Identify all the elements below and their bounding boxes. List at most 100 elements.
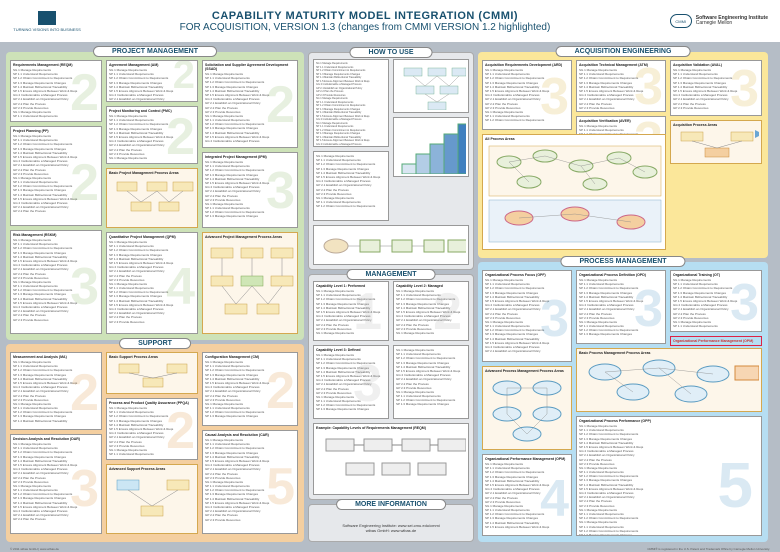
card-pmc: 2 Project Monitoring and Control (PMC) S… xyxy=(106,106,198,164)
card-basic-sup: Basic Support Process Areas xyxy=(106,352,198,394)
filler-lines: SG 1 Manage RequirementsSP 1.1 Understan… xyxy=(13,134,99,214)
card-ssad: 2 Solicitation and Supplier Agreement De… xyxy=(202,60,298,148)
filler-lines: SG 1 Manage RequirementsSP 1.1 Understan… xyxy=(673,68,759,110)
card-title: Basic Support Process Areas xyxy=(109,355,195,359)
poster-header: TURNING VISIONS INTO BUSINESS CAPABILITY… xyxy=(0,0,780,42)
section-title-htu: HOW TO USE xyxy=(350,47,433,58)
card-title: Advanced Process Management Process Area… xyxy=(485,369,569,373)
card-adv-pm: Advanced Project Management Process Area… xyxy=(202,232,298,334)
card-ae-apa: Acquisition Process Areas xyxy=(670,120,762,164)
filler-lines: SG 1 Manage RequirementsSP 1.1 Understan… xyxy=(485,462,569,529)
card-htu-diag1 xyxy=(393,59,469,113)
card-title: Example: Capability Levels of Requiremen… xyxy=(316,426,466,430)
card-title: Organizational Training (OT) xyxy=(673,273,759,277)
card-ppqa: 2 Process and Product Quality Assurance … xyxy=(106,398,198,460)
card-adv-proc: Advanced Process Management Process Area… xyxy=(482,366,572,450)
card-htu-text: SG 1 Manage RequirementsSP 1.1 Understan… xyxy=(313,59,389,147)
card-title: Acquisition Technical Management (ATM) xyxy=(579,63,663,67)
title-block: CAPABILITY MATURITY MODEL INTEGRATION (C… xyxy=(82,10,648,33)
section-more-info: MORE INFORMATION Software Engineering In… xyxy=(308,504,474,542)
card-title: Project Monitoring and Control (PMC) xyxy=(109,109,195,113)
section-management: MANAGEMENT 1 Capability Level 1: Perform… xyxy=(308,274,474,500)
title-main: CAPABILITY MATURITY MODEL INTEGRATION (C… xyxy=(82,10,648,22)
card-title: Advanced Project Management Process Area… xyxy=(205,235,295,239)
logo-sei: CMMI Software Engineering Institute Carn… xyxy=(648,14,768,28)
card-pp: 2 Project Planning (PP) SG 1 Manage Requ… xyxy=(10,126,102,226)
card-title: Organizational Performance Management (O… xyxy=(673,339,759,343)
filler-lines: SG 1 Manage RequirementsSP 1.1 Understan… xyxy=(673,278,759,328)
card-title: Acquisition Verification (AVER) xyxy=(579,119,663,123)
filler-lines: SG 1 Manage RequirementsSP 1.1 Understan… xyxy=(396,348,466,407)
filler-lines: SG 1 Manage RequirementsSP 1.1 Understan… xyxy=(396,289,466,335)
filler-lines: SG 1 Manage RequirementsSP 1.1 Understan… xyxy=(579,424,759,520)
card-title: All Process Areas xyxy=(485,137,663,141)
card-title: Requirements Management (REQM) xyxy=(13,63,99,67)
filler-lines: SG 1 Manage RequirementsSP 1.1 Understan… xyxy=(13,68,99,118)
card-ot: 3 Organizational Training (OT) SG 1 Mana… xyxy=(670,270,762,332)
diagram-htu1 xyxy=(396,62,466,110)
filler-lines: SG 1 Manage RequirementsSP 1.1 Understan… xyxy=(13,442,99,522)
filler-lines: SG 1 Manage RequirementsSP 1.1 Understan… xyxy=(316,154,386,208)
section-title-ae: ACQUISITION ENGINEERING xyxy=(556,46,691,57)
card-aval: 3 Acquisition Validation (AVAL) SG 1 Man… xyxy=(670,60,762,116)
card-title: Agreement Management (AM) xyxy=(109,63,195,67)
card-title: Capability Level 3: Defined xyxy=(316,348,386,352)
cmu-label: Carnegie Mellon xyxy=(696,21,768,27)
card-am: 2 Agreement Management (AM) SG 1 Manage … xyxy=(106,60,198,102)
filler-lines: SG 1 Manage RequirementsSP 1.1 Understan… xyxy=(109,240,195,324)
card-rskm: 3 Risk Management (RSKM) SG 1 Manage Req… xyxy=(10,230,102,334)
card-title: Integrated Project Management (IPM) xyxy=(205,155,295,159)
card-title: Quantitative Project Management (QPM) xyxy=(109,235,195,239)
card-cm: 2 Configuration Management (CM) SG 1 Man… xyxy=(202,352,298,426)
card-opp: 5 Organizational Process Performance (OP… xyxy=(576,416,762,536)
card-cl2: 2 Capability Level 2: Managed SG 1 Manag… xyxy=(393,281,469,341)
section-title-procm: PROCESS MANAGEMENT xyxy=(560,256,685,267)
card-basic-pm: Basic Project Management Process Areas xyxy=(106,168,198,228)
filler-lines: SG 1 Manage RequirementsSP 1.1 Understan… xyxy=(205,438,295,522)
card-qpm: 4 Quantitative Project Management (QPM) … xyxy=(106,232,198,334)
filler-lines: SG 1 Manage RequirementsSP 1.1 Understan… xyxy=(579,278,663,337)
footer-left: © 2011 wibas GmbH | www.wibas.de xyxy=(10,547,59,551)
diagram-basic-pm xyxy=(109,176,195,222)
card-htu-bottom xyxy=(313,225,469,265)
card-ex-reqm: Example: Capability Levels of Requiremen… xyxy=(313,423,469,495)
card-title: Configuration Management (CM) xyxy=(205,355,295,359)
filler-lines: SG 1 Manage RequirementsSP 1.1 Understan… xyxy=(316,289,386,335)
logo-wibas: TURNING VISIONS INTO BUSINESS xyxy=(12,11,82,32)
filler-lines: SG 1 Manage RequirementsSP 1.1 Understan… xyxy=(13,360,99,423)
card-ipm: 3 Integrated Project Management (IPM) SG… xyxy=(202,152,298,228)
title-sub: FOR ACQUISITION, VERSION 1.3 (changes fr… xyxy=(82,22,648,33)
card-title: Basic Process Management Process Areas xyxy=(579,351,759,355)
section-title-mgmt: MANAGEMENT xyxy=(347,269,436,280)
card-title: Acquisition Validation (AVAL) xyxy=(673,63,759,67)
diagram-ex-reqm xyxy=(316,431,466,489)
section-process-management: PROCESS MANAGEMENT 3 Organizational Proc… xyxy=(478,262,768,542)
card-cl3: 3 Capability Level 3: Defined SG 1 Manag… xyxy=(313,345,389,419)
card-title: Basic Project Management Process Areas xyxy=(109,171,195,175)
card-htu-list: SG 1 Manage RequirementsSP 1.1 Understan… xyxy=(313,151,389,221)
card-cl-extra: SG 1 Manage RequirementsSP 1.1 Understan… xyxy=(393,345,469,419)
cmmi-badge: CMMI xyxy=(670,14,692,28)
section-project-management: PROJECT MANAGEMENT 2 Requirements Manage… xyxy=(6,52,304,340)
filler-lines: SG 1 Manage RequirementsSP 1.1 Understan… xyxy=(316,122,386,148)
card-ard: 3 Acquisition Requirements Development (… xyxy=(482,60,572,130)
card-title: Acquisition Requirements Development (AR… xyxy=(485,63,569,67)
filler-lines: SG 1 Manage RequirementsSP 1.1 Understan… xyxy=(485,278,569,353)
filler-lines: SG 1 Manage RequirementsSP 1.1 Understan… xyxy=(109,68,195,102)
card-cl1: 1 Capability Level 1: Performed SG 1 Man… xyxy=(313,281,389,341)
card-title: Organizational Performance Management (O… xyxy=(485,457,569,461)
diagram-htu-btm xyxy=(316,228,466,262)
card-opm-label: Organizational Performance Management (O… xyxy=(670,336,762,346)
card-htu-stair xyxy=(393,117,469,177)
more-text2: wibas GmbH: www.wibas.de xyxy=(313,528,469,533)
card-title: Capability Level 1: Performed xyxy=(316,284,386,288)
card-title: Acquisition Process Areas xyxy=(673,123,759,127)
section-acquisition-engineering: ACQUISITION ENGINEERING 3 Acquisition Re… xyxy=(478,52,768,258)
card-title: Risk Management (RSKM) xyxy=(13,233,99,237)
diagram-adv-sup xyxy=(109,472,195,530)
section-support: SUPPORT 2 Measurement and Analysis (MA) … xyxy=(6,344,304,542)
card-title: Project Planning (PP) xyxy=(13,129,99,133)
card-ae-all: All Process Areas xyxy=(482,134,666,250)
footer-right: CMMI® is registered in the U.S. Patent a… xyxy=(647,547,770,551)
card-title: Capability Level 2: Managed xyxy=(396,284,466,288)
